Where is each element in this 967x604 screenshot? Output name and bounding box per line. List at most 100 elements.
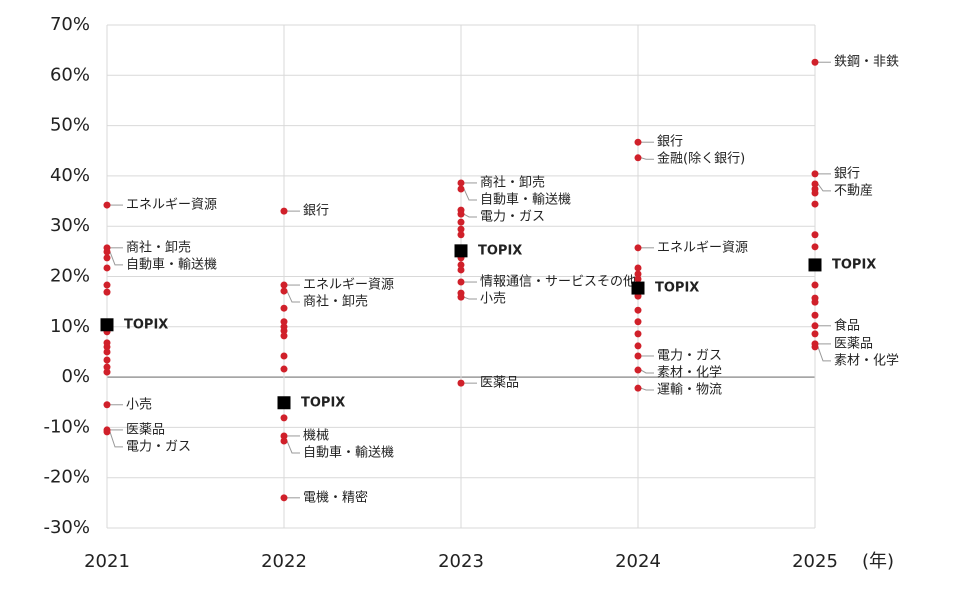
- benchmark-label: TOPIX: [478, 243, 522, 258]
- sector-dot: [457, 266, 465, 274]
- sector-dot: [280, 432, 288, 440]
- sector-dot: [280, 207, 288, 215]
- sector-dot: [457, 261, 465, 269]
- sector-label: 医薬品: [480, 376, 519, 391]
- leader-line: [109, 251, 123, 266]
- sector-dot: [634, 318, 642, 326]
- sector-dot: [811, 243, 819, 251]
- y-tick-label: 60%: [50, 64, 90, 85]
- sector-dot: [634, 270, 642, 278]
- sector-label: 不動産: [834, 182, 873, 198]
- sector-dot: [634, 384, 642, 392]
- sector-label: エネルギー資源: [657, 240, 748, 255]
- sector-label: 食品: [834, 317, 860, 333]
- sector-dot: [457, 218, 465, 226]
- sector-dot: [103, 281, 111, 289]
- sector-dot: [280, 318, 288, 326]
- sector-label: エネルギー資源: [303, 278, 394, 293]
- sector-dot: [457, 231, 465, 239]
- y-tick-label: -20%: [43, 467, 90, 488]
- sector-dot: [811, 58, 819, 66]
- sector-dot: [811, 298, 819, 306]
- leader-line: [109, 431, 123, 448]
- sector-dot: [457, 278, 465, 286]
- x-tick-label: 2025: [792, 551, 838, 572]
- sector-label: 医薬品: [126, 422, 165, 437]
- sector-dot: [457, 179, 465, 187]
- benchmark-label: TOPIX: [832, 257, 876, 272]
- sector-dot: [811, 180, 819, 188]
- sector-dot: [280, 304, 288, 312]
- sector-label: 鉄鋼・非鉄: [834, 55, 899, 70]
- sector-dot: [811, 231, 819, 239]
- sector-dot: [634, 154, 642, 162]
- benchmark-marker: [100, 318, 114, 332]
- sector-dot: [811, 281, 819, 289]
- sector-dot: [103, 264, 111, 272]
- y-tick-label: -30%: [43, 517, 90, 538]
- y-tick-label: -10%: [43, 416, 90, 437]
- sector-dot: [280, 437, 288, 445]
- sector-dot: [634, 366, 642, 374]
- benchmark-label: TOPIX: [301, 395, 345, 410]
- x-tick-label: 2021: [84, 551, 130, 572]
- sector-label: 電力・ガス: [480, 209, 545, 224]
- sector-dot: [103, 343, 111, 351]
- sector-label: 金融(除く銀行): [657, 151, 745, 167]
- sector-label: 電機・精密: [303, 489, 368, 505]
- sector-dot: [634, 306, 642, 314]
- leader-line: [817, 346, 831, 362]
- sector-dot: [634, 244, 642, 252]
- sector-label: 電力・ガス: [126, 439, 191, 454]
- sector-dot: [457, 210, 465, 218]
- sector-label: 商社・卸売: [303, 294, 368, 310]
- sector-dot: [280, 332, 288, 340]
- sector-dot: [811, 322, 819, 330]
- sector-dot: [103, 368, 111, 376]
- sector-label: 電力・ガス: [657, 348, 722, 363]
- sector-label: 自動車・輸送機: [480, 192, 571, 207]
- sector-label: 情報通信・サービスその他: [480, 275, 636, 290]
- sector-dot: [634, 330, 642, 338]
- sector-dot: [457, 225, 465, 233]
- y-tick-label: 10%: [50, 316, 90, 337]
- benchmark-marker: [631, 281, 645, 295]
- leader-line: [640, 157, 654, 160]
- sector-dot: [103, 254, 111, 262]
- sector-dot: [280, 352, 288, 360]
- leader-line: [640, 369, 654, 374]
- benchmark-marker: [277, 396, 291, 410]
- sector-dot: [457, 379, 465, 387]
- sector-label: エネルギー資源: [126, 198, 217, 213]
- sector-dot: [634, 138, 642, 146]
- sector-label: 機械: [303, 428, 329, 443]
- sector-dot: [280, 327, 288, 335]
- sector-label: 銀行: [834, 166, 860, 181]
- sector-label: 素材・化学: [834, 352, 899, 368]
- benchmark-marker: [454, 244, 468, 258]
- y-tick-label: 30%: [50, 215, 90, 236]
- leader-line: [817, 183, 831, 192]
- leader-line: [286, 290, 300, 303]
- sector-dot: [811, 343, 819, 351]
- sector-label: 銀行: [303, 204, 329, 219]
- sector-label: 素材・化学: [657, 364, 722, 380]
- sector-dot: [103, 248, 111, 256]
- sector-dot: [280, 287, 288, 295]
- sector-label: 自動車・輸送機: [303, 445, 394, 460]
- sector-dot: [457, 293, 465, 301]
- sector-label: 銀行: [657, 135, 683, 150]
- sector-label: 医薬品: [834, 336, 873, 351]
- y-tick-label: 0%: [61, 366, 90, 387]
- sector-dot: [103, 428, 111, 436]
- y-tick-label: 70%: [50, 14, 90, 35]
- sector-dot: [811, 200, 819, 208]
- benchmark-label: TOPIX: [124, 317, 168, 332]
- x-tick-label: 2024: [615, 551, 661, 572]
- sector-dot: [634, 352, 642, 360]
- sector-dot: [811, 170, 819, 178]
- sector-dot: [811, 311, 819, 319]
- sector-dot: [103, 356, 111, 364]
- sector-dot: [280, 281, 288, 289]
